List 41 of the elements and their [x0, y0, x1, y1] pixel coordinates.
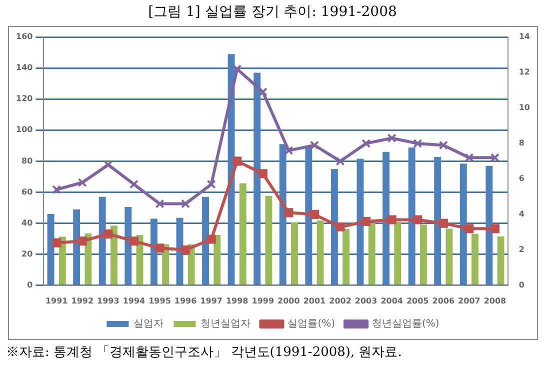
legend-label: 청년실업률(%) — [372, 318, 440, 330]
x-tick-label: 1992 — [71, 296, 94, 306]
x-tick-label: 2006 — [432, 296, 455, 306]
x-tick-label: 1999 — [252, 296, 274, 306]
y-tick-label: 120 — [16, 94, 34, 104]
y-tick-label: 60 — [22, 187, 34, 196]
y-tick-label: 80 — [22, 156, 34, 166]
y2-tick-label: 6 — [518, 174, 525, 184]
legend-label: 실업자 — [134, 318, 164, 330]
chart-title: [그림 1] 실업률 장기 추이: 1991-2008 — [147, 3, 398, 21]
y2-tick-label: 0 — [518, 280, 525, 290]
y2-tick-label: 4 — [518, 210, 525, 219]
x-tick-label: 2003 — [354, 296, 378, 306]
x-tick-label: 1998 — [226, 296, 249, 306]
y2-tick-label: 14 — [518, 32, 530, 42]
legend-label: 실업률(%) — [288, 318, 336, 330]
y-tick-label: 100 — [16, 125, 34, 134]
x-tick-label: 1996 — [174, 296, 198, 306]
y2-tick-label: 8 — [518, 138, 525, 148]
x-tick-label: 1993 — [97, 296, 120, 306]
text: ※자료: 통계청 「경제활동인구조사」 각년도(1991-2008), 원자료. — [6, 344, 402, 361]
y2-tick-label: 12 — [518, 68, 530, 77]
x-tick-label: 2002 — [329, 296, 352, 306]
x-tick-label: 2000 — [278, 296, 300, 306]
x-tick-label: 2008 — [484, 296, 507, 306]
x-tick-label: 2001 — [303, 296, 326, 306]
y2-tick-label: 10 — [518, 103, 530, 112]
y-tick-label: 0 — [27, 280, 34, 290]
y2-tick-label: 2 — [518, 244, 524, 254]
y-tick-label: 40 — [22, 218, 34, 228]
x-tick-label: 1995 — [148, 296, 172, 306]
x-tick-label: 1997 — [200, 296, 222, 306]
y-tick-label: 160 — [16, 32, 34, 42]
x-tick-label: 2004 — [380, 296, 404, 306]
x-tick-label: 2007 — [458, 296, 480, 306]
x-tick-label: 1991 — [45, 296, 68, 306]
legend-label: 청년실업자 — [200, 318, 251, 330]
x-tick-label: 2005 — [406, 296, 430, 306]
x-tick-label: 1994 — [122, 296, 146, 306]
y-tick-label: 20 — [22, 249, 34, 258]
y-tick-label: 140 — [16, 63, 34, 72]
